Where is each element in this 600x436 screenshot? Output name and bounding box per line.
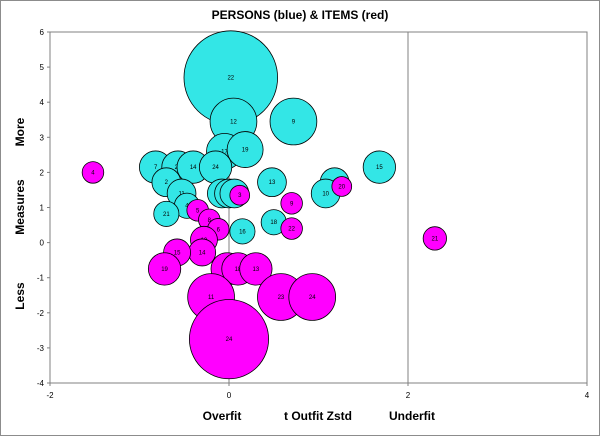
items-bubble-label: 18 <box>235 267 242 273</box>
persons-bubble-label: 14 <box>190 165 197 171</box>
x-tick-label: 2 <box>406 391 411 400</box>
persons-bubble-label: 15 <box>376 165 383 171</box>
y-axis-ticks: -4 -3 -2 -1 0 1 2 3 4 5 6 <box>37 28 50 388</box>
y-label-more: More <box>13 117 27 146</box>
y-label-less: Less <box>13 282 27 310</box>
items-bubble-label: 14 <box>199 250 206 256</box>
y-tick-label: 2 <box>40 168 45 177</box>
persons-bubble-label: 19 <box>242 148 249 154</box>
x-axis-ticks: -2 0 2 4 <box>46 383 590 400</box>
persons-bubble-21 <box>153 200 180 227</box>
items-bubble-label: 21 <box>432 236 439 242</box>
items-bubble-label: 11 <box>208 295 215 301</box>
items-bubble-label: 24 <box>309 295 316 301</box>
y-tick-label: -2 <box>37 309 45 318</box>
persons-bubble-label: 21 <box>163 212 170 218</box>
items-bubble-3 <box>229 184 251 206</box>
y-tick-label: -3 <box>37 344 45 353</box>
persons-bubble-label: 22 <box>227 76 234 82</box>
y-tick-label: 5 <box>40 63 45 72</box>
persons-bubble-label: 13 <box>269 180 276 186</box>
x-tick-label: 0 <box>227 391 232 400</box>
plot-area <box>49 31 588 384</box>
persons-bubble-label: 9 <box>292 120 296 126</box>
items-bubble-label: 6 <box>217 227 221 233</box>
items-bubble-label: 23 <box>278 295 285 301</box>
x-tick-label: 4 <box>585 391 590 400</box>
items-bubble-label: 15 <box>174 250 181 256</box>
items-bubble-label: 4 <box>91 170 95 176</box>
items-bubble-4 <box>81 161 105 184</box>
items-bubble-label: 20 <box>338 184 345 190</box>
items-bubble-24 <box>288 273 337 321</box>
items-bubble-label: 9 <box>290 201 294 207</box>
persons-bubble-label: 2 <box>165 180 169 186</box>
items-bubble-label: 8 <box>208 218 212 224</box>
items-bubble-label: 22 <box>288 227 295 233</box>
y-tick-label: 4 <box>40 98 45 107</box>
items-bubble-9 <box>280 192 303 215</box>
items-bubble-19 <box>147 252 182 286</box>
y-tick-label: -4 <box>37 379 45 388</box>
persons-bubble-label: 7 <box>154 165 158 171</box>
persons-bubble-label: 12 <box>230 120 237 126</box>
bubbles: 2212917197231424152133115206104211816432… <box>81 30 447 380</box>
persons-bubble-label: 17 <box>221 149 228 155</box>
persons-bubble-13 <box>257 167 287 198</box>
x-label-underfit: Underfit <box>389 409 435 423</box>
y-tick-label: 1 <box>40 204 45 213</box>
items-bubble-24 <box>188 299 269 380</box>
persons-bubble-16 <box>229 218 256 245</box>
y-tick-label: 3 <box>40 133 45 142</box>
persons-bubble-label: 24 <box>212 165 219 171</box>
persons-bubble-label: 10 <box>322 191 329 197</box>
items-bubble-22 <box>280 217 303 240</box>
persons-bubble-label: 18 <box>270 220 277 226</box>
persons-bubble-19 <box>226 131 264 168</box>
y-tick-label: -1 <box>37 274 45 283</box>
y-tick-label: 0 <box>40 239 45 248</box>
items-bubble-label: 3 <box>238 193 242 199</box>
x-tick-label: -2 <box>46 391 54 400</box>
items-bubble-label: 24 <box>226 337 233 343</box>
items-bubble-13 <box>239 252 273 286</box>
items-bubble-label: 19 <box>161 267 168 273</box>
persons-bubble-9 <box>269 97 318 146</box>
x-label-t-outfit-zstd: t Outfit Zstd <box>284 409 352 423</box>
items-bubble-label: 5 <box>196 208 200 214</box>
y-tick-label: 6 <box>40 28 45 37</box>
x-label-overfit: Overfit <box>203 409 242 423</box>
y-label-measures: Measures <box>13 179 27 235</box>
items-bubble-21 <box>422 226 447 251</box>
items-bubble-label: 13 <box>253 267 260 273</box>
items-bubble-20 <box>331 176 353 197</box>
chart-title: PERSONS (blue) & ITEMS (red) <box>212 8 389 22</box>
persons-bubble-15 <box>362 150 396 184</box>
persons-bubble-label: 16 <box>239 229 246 235</box>
